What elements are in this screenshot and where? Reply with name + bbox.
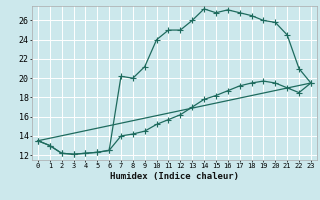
X-axis label: Humidex (Indice chaleur): Humidex (Indice chaleur) bbox=[110, 172, 239, 181]
